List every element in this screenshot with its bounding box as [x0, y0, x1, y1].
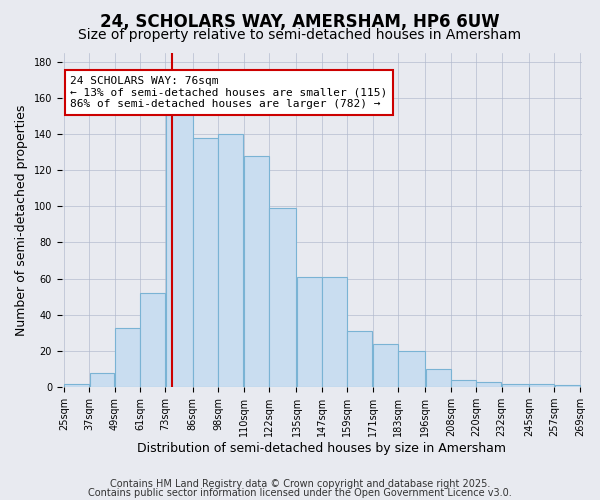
Y-axis label: Number of semi-detached properties: Number of semi-detached properties [15, 104, 28, 336]
Text: Contains public sector information licensed under the Open Government Licence v3: Contains public sector information licen… [88, 488, 512, 498]
Bar [140, 293, 165, 387]
Bar [218, 134, 244, 387]
Bar [244, 156, 269, 387]
Bar [64, 384, 89, 387]
Text: 24 SCHOLARS WAY: 76sqm
← 13% of semi-detached houses are smaller (115)
86% of se: 24 SCHOLARS WAY: 76sqm ← 13% of semi-det… [70, 76, 388, 109]
Bar [347, 331, 373, 387]
Bar [115, 328, 140, 387]
Bar [89, 372, 115, 387]
Bar [269, 208, 296, 387]
Bar [322, 277, 347, 387]
Bar [373, 344, 398, 387]
Bar [529, 384, 554, 387]
Bar [554, 386, 580, 387]
Text: Size of property relative to semi-detached houses in Amersham: Size of property relative to semi-detach… [79, 28, 521, 42]
Bar [166, 112, 193, 387]
Bar [398, 351, 425, 387]
Bar [297, 277, 322, 387]
Text: 24, SCHOLARS WAY, AMERSHAM, HP6 6UW: 24, SCHOLARS WAY, AMERSHAM, HP6 6UW [100, 12, 500, 30]
Bar [193, 138, 218, 387]
Text: Contains HM Land Registry data © Crown copyright and database right 2025.: Contains HM Land Registry data © Crown c… [110, 479, 490, 489]
Bar [425, 369, 451, 387]
Bar [502, 384, 529, 387]
Bar [476, 382, 501, 387]
Bar [451, 380, 476, 387]
X-axis label: Distribution of semi-detached houses by size in Amersham: Distribution of semi-detached houses by … [137, 442, 506, 455]
